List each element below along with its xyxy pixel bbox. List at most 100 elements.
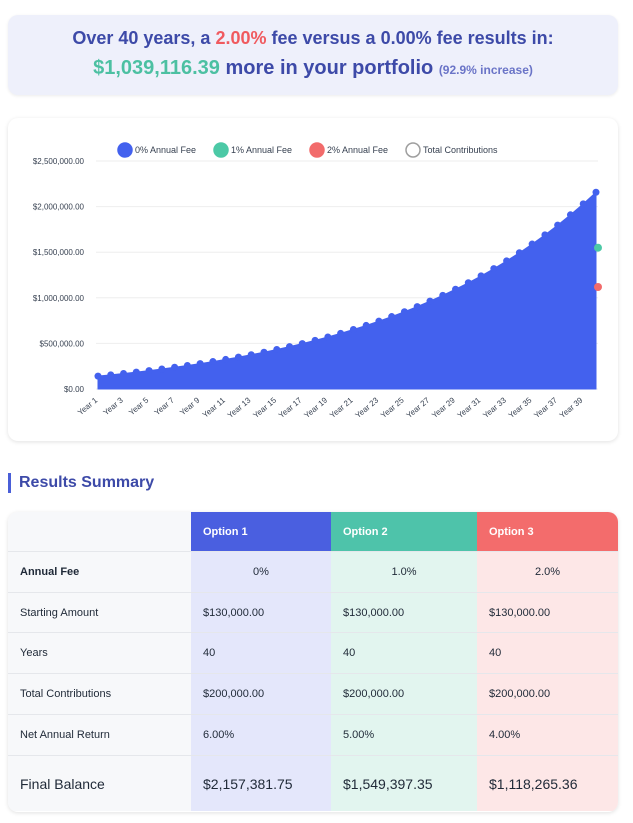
table-row: Starting Amount $130,000.00 $130,000.00 $13… <box>8 593 618 633</box>
x-tick-label: Year 25 <box>379 395 406 420</box>
row-value: 0% <box>191 552 331 592</box>
banner-increase: (92.9% increase) <box>438 63 533 77</box>
row-label: Final Balance <box>8 756 191 811</box>
header-corner <box>8 512 191 551</box>
table-row: Net Annual Return 6.00% 5.00% 4.00% <box>8 715 618 756</box>
data-point-0pct <box>375 317 383 325</box>
data-point-0pct <box>477 272 485 280</box>
table-row: Years 40 40 40 <box>8 633 618 674</box>
y-tick-label: $2,500,000.00 <box>33 157 85 166</box>
results-grid: Option 1 Option 2 Option 3 Annual Fee 0% 1.0%… <box>8 512 618 811</box>
data-point-0pct <box>464 279 472 287</box>
header-option-1: Option 1 <box>191 512 331 551</box>
table-row: Annual Fee 0% 1.0% 2.0% <box>8 552 618 593</box>
data-point-0pct <box>234 353 242 361</box>
row-value: $200,000.00 <box>477 674 618 714</box>
x-tick-label: Year 17 <box>277 395 304 420</box>
data-point-0pct <box>349 325 357 333</box>
data-point-0pct <box>439 291 447 299</box>
data-point-0pct <box>94 372 102 380</box>
row-value: $1,549,397.35 <box>331 756 477 811</box>
banner-suffix: more in your portfolio <box>219 57 439 79</box>
data-point-0pct <box>388 313 396 321</box>
data-point-0pct <box>171 363 179 371</box>
data-point-0pct <box>286 343 294 351</box>
data-point-0pct <box>566 211 574 219</box>
data-point-0pct <box>132 368 140 376</box>
y-tick-label: $500,000.00 <box>40 339 85 348</box>
x-tick-label: Year 37 <box>532 395 559 420</box>
data-point-0pct <box>515 249 523 257</box>
data-point-0pct <box>579 200 587 208</box>
section-title: Results Summary <box>8 473 154 493</box>
row-label: Net Annual Return <box>8 715 191 755</box>
x-tick-label: Year 19 <box>302 395 329 420</box>
area-0pct-fee <box>97 191 597 390</box>
results-table: Option 1 Option 2 Option 3 Annual Fee 0% 1.0%… <box>8 512 618 812</box>
legend-swatch <box>117 142 133 158</box>
header-option-3: Option 3 <box>477 512 618 551</box>
banner-result: $1,039,116.39 more in your portfolio (92… <box>8 57 618 80</box>
data-point-0pct <box>196 360 204 368</box>
row-label: Total Contributions <box>8 674 191 714</box>
x-tick-label: Year 11 <box>201 395 228 419</box>
data-point-0pct <box>400 308 408 316</box>
x-tick-label: Year 5 <box>127 395 151 417</box>
legend-swatch <box>405 142 421 158</box>
legend-swatch <box>309 142 325 158</box>
legend-label: 0% Annual Fee <box>135 145 196 155</box>
x-tick-label: Year 23 <box>354 395 381 420</box>
table-header-row: Option 1 Option 2 Option 3 <box>8 512 618 552</box>
data-point-0pct <box>541 231 549 239</box>
x-tick-label: Year 9 <box>178 395 202 417</box>
data-point-0pct <box>413 303 421 311</box>
data-point-0pct <box>260 348 268 356</box>
data-point-2pct-final <box>594 283 602 292</box>
data-point-0pct <box>120 370 128 378</box>
banner-headline: Over 40 years, a 2.00% fee versus a 0.00… <box>8 28 618 49</box>
x-tick-label: Year 31 <box>456 395 483 420</box>
row-value: $130,000.00 <box>331 593 477 632</box>
data-point-0pct <box>324 333 332 341</box>
x-tick-label: Year 3 <box>102 395 126 417</box>
row-value: 6.00% <box>191 715 331 755</box>
table-row: Total Contributions $200,000.00 $200,000.0… <box>8 674 618 715</box>
data-point-0pct <box>503 257 511 265</box>
x-tick-label: Year 7 <box>153 395 177 417</box>
row-value: 40 <box>191 633 331 673</box>
banner-middle: fee versus a 0.00% fee results in: <box>266 28 554 48</box>
y-tick-label: $1,500,000.00 <box>33 248 85 257</box>
x-tick-label: Year 15 <box>251 395 278 420</box>
x-tick-label: Year 21 <box>328 395 355 420</box>
data-point-0pct <box>337 329 345 337</box>
legend-label: Total Contributions <box>423 145 498 155</box>
row-label: Starting Amount <box>8 593 191 632</box>
row-label: Years <box>8 633 191 673</box>
x-tick-label: Year 33 <box>481 395 508 420</box>
x-tick-label: Year 1 <box>76 395 100 417</box>
banner-amount: $1,039,116.39 <box>93 57 220 79</box>
legend-swatch <box>213 142 229 158</box>
data-point-0pct <box>247 351 255 359</box>
data-point-0pct <box>490 265 498 273</box>
header-option-2: Option 2 <box>331 512 477 551</box>
row-value: 4.00% <box>477 715 618 755</box>
row-value: $2,157,381.75 <box>191 756 331 811</box>
data-point-1pct-final <box>594 243 602 252</box>
x-tick-label: Year 13 <box>226 395 253 420</box>
row-value: 40 <box>331 633 477 673</box>
growth-chart-card: 0% Annual Fee 1% Annual Fee 2% Annual Fee T… <box>8 118 618 441</box>
data-point-0pct <box>592 188 600 196</box>
row-label: Annual Fee <box>8 552 191 592</box>
x-tick-label: Year 39 <box>558 395 585 420</box>
summary-banner: Over 40 years, a 2.00% fee versus a 0.00… <box>8 15 618 95</box>
row-value: 1.0% <box>331 552 477 592</box>
x-tick-label: Year 27 <box>405 395 432 420</box>
data-point-0pct <box>311 336 319 344</box>
row-value: $200,000.00 <box>191 674 331 714</box>
data-point-0pct <box>273 345 281 353</box>
data-point-0pct <box>158 365 166 373</box>
data-point-0pct <box>528 240 536 248</box>
table-row: Final Balance $2,157,381.75 $1,549,397.35 $… <box>8 756 618 811</box>
growth-chart: 0% Annual Fee 1% Annual Fee 2% Annual Fee T… <box>33 142 602 420</box>
